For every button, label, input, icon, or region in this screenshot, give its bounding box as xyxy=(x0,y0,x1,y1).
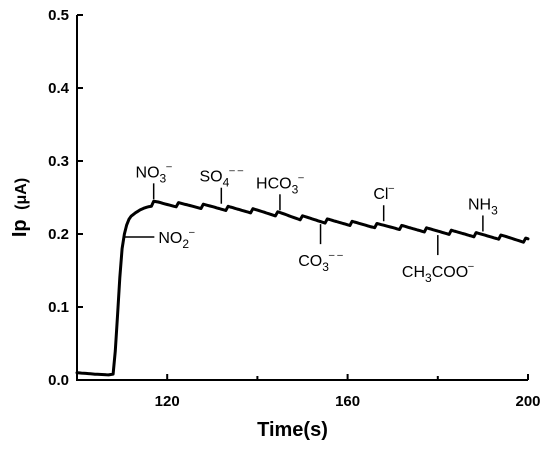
x-tick-label: 120 xyxy=(155,393,180,410)
y-tick-label: 0.0 xyxy=(48,372,69,389)
annotation-label: CO3– – xyxy=(298,250,343,274)
annotation-label: NH3 xyxy=(468,196,498,217)
y-tick-label: 0.1 xyxy=(48,299,69,316)
annotation-label: HCO3– xyxy=(256,172,304,196)
annotation-hco3: HCO3– xyxy=(256,172,304,211)
x-tick-label: 200 xyxy=(515,393,540,410)
x-tick-label: 160 xyxy=(335,393,360,410)
tick-marks xyxy=(76,14,529,381)
annotations: NO2– NO3– SO4– – HCO3– CO3– – Cl– CH3COO– NH3 xyxy=(124,161,498,285)
annotation-nh3: NH3 xyxy=(468,196,498,232)
y-axis-title-unit: (μA) xyxy=(13,178,30,210)
y-axis-title: Ip (μA) xyxy=(9,178,31,237)
annotation-label: SO4– – xyxy=(199,166,243,190)
axes xyxy=(76,15,528,381)
y-tick-label: 0.5 xyxy=(48,7,69,24)
annotation-no3: NO3– xyxy=(136,161,173,200)
x-axis-title: Time(s) xyxy=(257,419,328,441)
annotation-cl: Cl– xyxy=(373,183,394,222)
annotation-no2: NO2– xyxy=(124,227,195,251)
y-tick-label: 0.2 xyxy=(48,226,69,243)
series-line xyxy=(75,199,530,377)
annotation-label: Cl– xyxy=(373,183,394,203)
y-tick-label: 0.4 xyxy=(48,80,70,97)
tick-labels: 0.0 0.1 0.2 0.3 0.4 0.5 120 160 200 xyxy=(48,7,540,410)
annotation-label: NO2– xyxy=(158,227,195,251)
annotation-so4: SO4– – xyxy=(199,166,244,204)
annotation-label: NO3– xyxy=(136,161,173,185)
y-axis-title-main: Ip xyxy=(9,219,31,237)
annotation-co3: CO3– – xyxy=(298,224,343,274)
annotation-ch3coo: CH3COO– xyxy=(402,235,474,285)
annotation-label: CH3COO– xyxy=(402,261,474,285)
y-tick-label: 0.3 xyxy=(48,153,69,170)
